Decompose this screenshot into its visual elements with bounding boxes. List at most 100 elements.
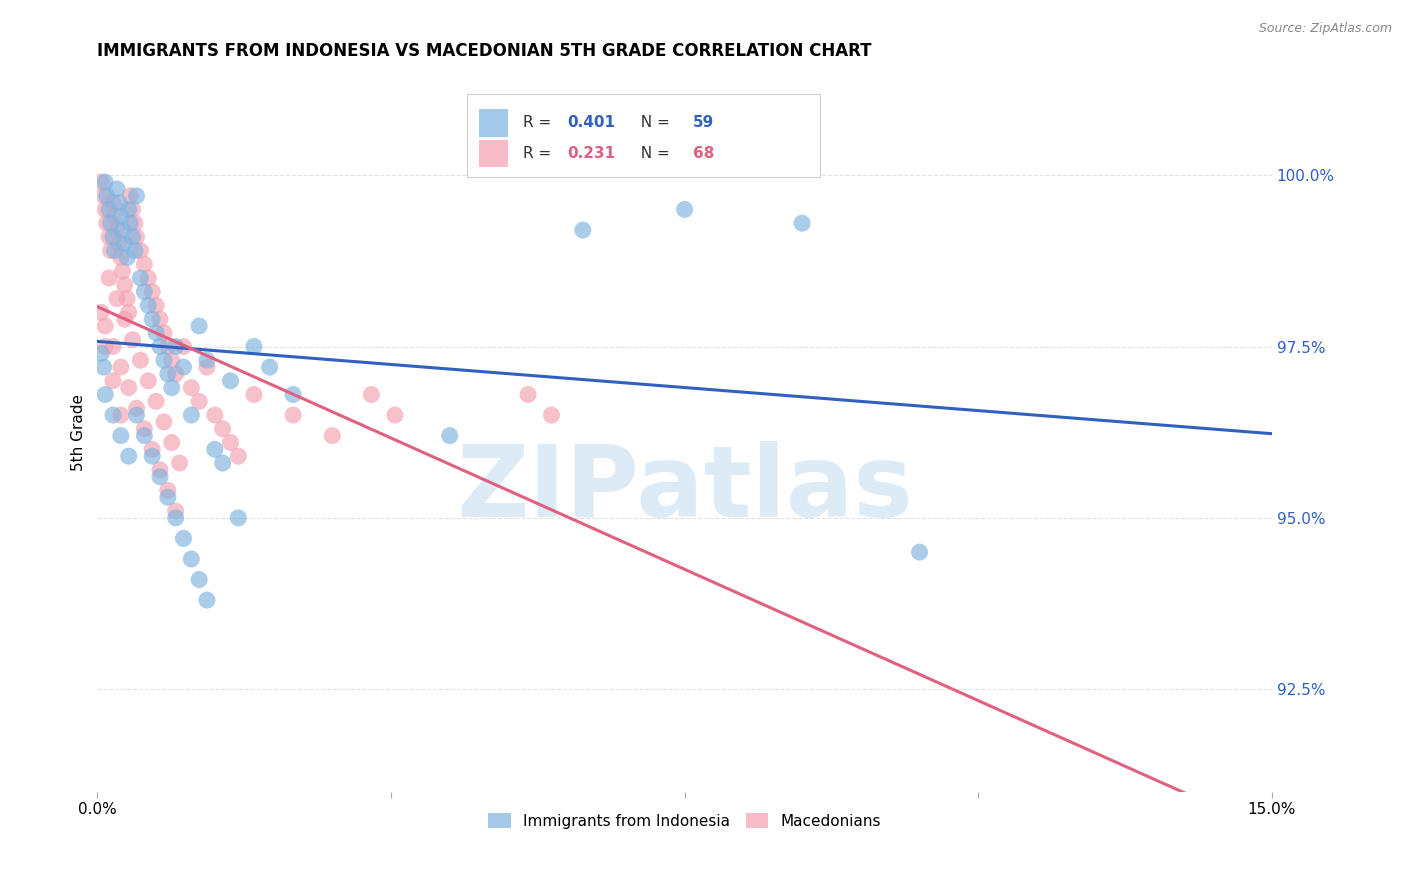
Text: R =: R =	[523, 115, 555, 130]
Point	[145, 326, 167, 340]
Point	[165, 511, 187, 525]
Point	[114, 236, 136, 251]
Point	[281, 387, 304, 401]
Point	[108, 195, 131, 210]
Point	[103, 210, 125, 224]
Point	[96, 188, 118, 202]
Point	[160, 435, 183, 450]
Point	[173, 360, 195, 375]
Text: 0.401: 0.401	[567, 115, 616, 130]
Point	[93, 360, 115, 375]
Point	[94, 175, 117, 189]
Point	[115, 251, 138, 265]
Point	[149, 469, 172, 483]
Point	[165, 339, 187, 353]
Point	[188, 573, 211, 587]
FancyBboxPatch shape	[479, 110, 509, 136]
Point	[134, 422, 156, 436]
Point	[94, 339, 117, 353]
Point	[219, 374, 242, 388]
Point	[129, 353, 152, 368]
Point	[120, 216, 142, 230]
Point	[129, 244, 152, 258]
Point	[204, 442, 226, 457]
Point	[115, 292, 138, 306]
Point	[121, 333, 143, 347]
Point	[156, 491, 179, 505]
Point	[195, 360, 218, 375]
Point	[136, 298, 159, 312]
Point	[169, 456, 191, 470]
Point	[188, 394, 211, 409]
Point	[90, 175, 112, 189]
Point	[100, 216, 122, 230]
Text: IMMIGRANTS FROM INDONESIA VS MACEDONIAN 5TH GRADE CORRELATION CHART: IMMIGRANTS FROM INDONESIA VS MACEDONIAN …	[97, 42, 872, 60]
Point	[219, 435, 242, 450]
Point	[134, 257, 156, 271]
Point	[149, 463, 172, 477]
Point	[160, 381, 183, 395]
Point	[121, 230, 143, 244]
Point	[120, 188, 142, 202]
Point	[105, 223, 128, 237]
Point	[118, 305, 141, 319]
Point	[125, 401, 148, 416]
Point	[110, 360, 132, 375]
Point	[94, 318, 117, 333]
Point	[110, 251, 132, 265]
Legend: Immigrants from Indonesia, Macedonians: Immigrants from Indonesia, Macedonians	[482, 806, 887, 835]
Point	[105, 292, 128, 306]
Point	[90, 305, 112, 319]
Point	[243, 339, 266, 353]
Point	[141, 312, 163, 326]
Point	[98, 271, 121, 285]
Point	[118, 381, 141, 395]
Point	[114, 312, 136, 326]
Point	[153, 415, 176, 429]
Point	[165, 367, 187, 381]
Point	[96, 216, 118, 230]
Point	[100, 244, 122, 258]
Point	[94, 387, 117, 401]
Point	[188, 318, 211, 333]
Point	[281, 408, 304, 422]
Point	[211, 456, 233, 470]
Point	[226, 511, 249, 525]
Point	[101, 408, 124, 422]
Point	[124, 216, 146, 230]
Point	[540, 408, 562, 422]
Text: 0.231: 0.231	[567, 146, 616, 161]
Point	[153, 326, 176, 340]
Point	[160, 353, 183, 368]
Point	[125, 188, 148, 202]
Point	[517, 387, 540, 401]
Point	[124, 244, 146, 258]
Y-axis label: 5th Grade: 5th Grade	[72, 393, 86, 471]
Point	[165, 504, 187, 518]
Point	[111, 223, 134, 237]
Point	[145, 298, 167, 312]
Point	[141, 449, 163, 463]
Point	[94, 202, 117, 217]
Point	[103, 244, 125, 258]
Point	[211, 422, 233, 436]
Text: ZIPatlas: ZIPatlas	[456, 442, 912, 538]
Text: R =: R =	[523, 146, 555, 161]
Point	[110, 428, 132, 442]
Point	[360, 387, 382, 401]
Point	[180, 408, 202, 422]
Point	[98, 230, 121, 244]
Point	[108, 236, 131, 251]
Point	[101, 195, 124, 210]
Point	[384, 408, 406, 422]
Point	[673, 202, 696, 217]
Point	[149, 312, 172, 326]
Point	[105, 182, 128, 196]
Point	[259, 360, 281, 375]
Point	[110, 408, 132, 422]
Point	[790, 216, 813, 230]
Text: Source: ZipAtlas.com: Source: ZipAtlas.com	[1258, 22, 1392, 36]
Point	[125, 230, 148, 244]
Point	[90, 346, 112, 360]
Text: N =: N =	[631, 146, 675, 161]
